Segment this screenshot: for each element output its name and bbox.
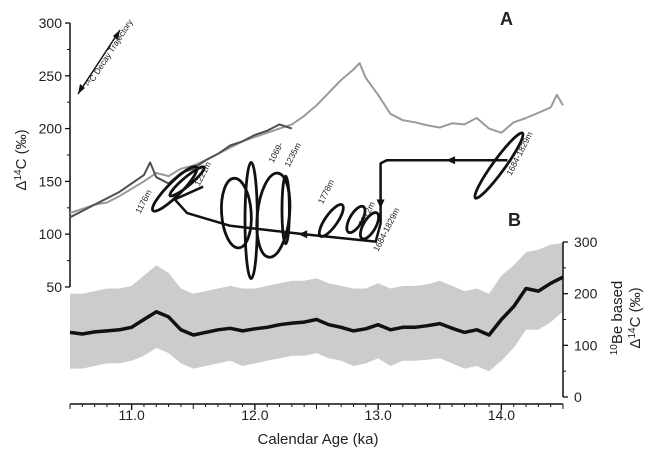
panel-a-y-tick-label: 250 [39, 68, 63, 84]
panel-b-y-axis-title-line2: Δ14C (‰) [627, 287, 645, 348]
panel-a-axes: 50 100 150 200 250 300 [39, 15, 71, 295]
panel-a-y-tick-label: 200 [39, 121, 63, 137]
x-tick-label: 11.0 [119, 407, 145, 423]
x-tick-label: 13.0 [365, 407, 392, 423]
decay-trajectory-label: 14C Decay Trajectory [83, 17, 135, 89]
panel-a-loops: 1176m1221m1069-1235m1778m2372m1684-1829m… [133, 130, 535, 280]
panel-a-loop-ellipse [280, 174, 291, 246]
decay-arrow-head-bottom [78, 84, 85, 94]
panel-a-y-tick-label: 300 [39, 15, 63, 31]
panel-a-loop-label: 1069- [266, 140, 285, 164]
panel-b-band [70, 243, 563, 372]
x-tick-label: 14.0 [488, 407, 515, 423]
panel-a-loop-ellipse [317, 203, 345, 238]
panel-a-loop-ellipse [359, 211, 381, 241]
panel-a-y-tick-label: 150 [39, 173, 63, 189]
panel-a-loop-label: 1684-1829m [504, 130, 535, 177]
panel-b-axes: 0 100 200 300 [562, 234, 598, 405]
panel-a-series-light [69, 62, 564, 215]
panel-a-y-tick-label: 50 [46, 279, 62, 295]
panel-b-y-axis-title: 10Be based [609, 281, 627, 356]
panel-b-be-line [69, 275, 564, 337]
panel-b-letter: B [508, 210, 521, 230]
panel-a-trajectory-arrowhead [376, 199, 385, 209]
panel-a-letter: A [500, 9, 513, 29]
panel-b-y-tick-label: 300 [574, 234, 598, 250]
panel-b-y-tick-label: 100 [574, 337, 598, 353]
panel-b-y-tick-label: 0 [574, 389, 582, 405]
panel-b-y-tick-label: 200 [574, 286, 598, 302]
panel-b-line [69, 275, 564, 337]
x-axis-title: Calendar Age (ka) [258, 431, 379, 448]
panel-a-loop-label: 1235m [282, 141, 303, 169]
panel-a-loop-label: 1778m [316, 178, 337, 206]
decay-trajectory-indicator: 14C Decay Trajectory [77, 17, 135, 95]
panel-a-loop-label: 1176m [133, 188, 153, 215]
decay-arrow-head-top [113, 30, 120, 40]
panel-a-trajectory-arrowhead [446, 156, 456, 165]
panel-a-loop-ellipse [220, 176, 253, 250]
panel-b-uncertainty-band [70, 243, 563, 372]
panel-a-y-tick-label: 100 [39, 226, 63, 242]
panel-a-loop-ellipse [345, 204, 367, 235]
panel-a-trajectory-path [173, 159, 508, 243]
panel-a-loop-ellipse [168, 165, 206, 198]
panel-a-y-axis-title: Δ14C (‰) [13, 129, 31, 190]
x-tick-label: 12.0 [241, 407, 268, 423]
panel-a-trajectory-arrowhead [298, 230, 308, 239]
panel-a-trajectory [173, 156, 508, 243]
panel-a-loop-ellipse [473, 131, 525, 200]
decay-trajectory-arrow [77, 29, 121, 95]
x-axis: 11.0 12.0 13.0 14.0 [69, 403, 564, 423]
